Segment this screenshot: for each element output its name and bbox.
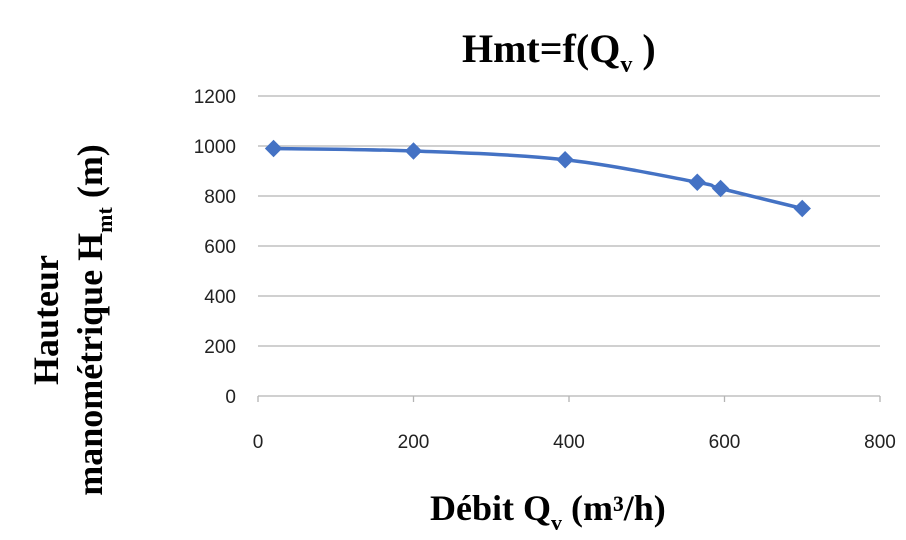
x-tick-label-400: 400 <box>553 432 585 453</box>
data-point-0-3 <box>688 173 706 191</box>
x-axis-title-end: (m³/h) <box>562 488 666 528</box>
data-point-0-0 <box>264 139 283 158</box>
svg-text:manométrique Hmt (m): manométrique Hmt (m) <box>70 144 117 496</box>
data-point-0-4 <box>711 179 730 198</box>
x-axis-title: Débit Qv (m³/h) <box>430 488 666 535</box>
x-tick-labels: 0 200 400 600 800 <box>253 432 896 453</box>
chart-title: Hmt=f(Qv ) <box>462 26 656 78</box>
y-tick-label-200: 200 <box>204 337 236 358</box>
y-tick-labels: 0 200 400 600 800 1000 1200 <box>194 87 236 408</box>
data-point-0-5 <box>793 199 811 218</box>
x-tick-label-800: 800 <box>864 432 896 453</box>
chart-title-subscript: v <box>620 52 632 78</box>
y-axis-title: Hauteur manométrique Hmt (m) <box>26 144 117 496</box>
data-point-0-2 <box>556 151 574 169</box>
svg-text:Débit Qv (m³/h): Débit Qv (m³/h) <box>430 488 666 535</box>
y-tick-label-600: 600 <box>204 237 236 258</box>
y-axis-title-line2-end: (m) <box>70 144 110 207</box>
y-axis-title-line2-main: manométrique H <box>70 233 110 496</box>
y-tick-label-1000: 1000 <box>194 137 236 158</box>
grid <box>257 95 881 402</box>
y-tick-label-400: 400 <box>204 287 236 308</box>
svg-text:Hmt=f(Qv ): Hmt=f(Qv ) <box>462 26 656 78</box>
series-line-0 <box>273 146 803 211</box>
x-tick-label-0: 0 <box>253 432 264 453</box>
series-layer <box>264 139 811 218</box>
x-tick-label-200: 200 <box>398 432 430 453</box>
x-axis-title-subscript: v <box>551 510 562 535</box>
y-axis-title-line2-subscript: mt <box>92 207 117 233</box>
chart-title-main: Hmt=f(Q <box>462 26 620 71</box>
chart-title-end: ) <box>632 26 655 71</box>
x-axis-title-main: Débit Q <box>430 488 551 528</box>
y-tick-label-1200: 1200 <box>194 87 236 108</box>
y-axis-title-line1: Hauteur <box>26 255 66 385</box>
x-tick-label-600: 600 <box>709 432 741 453</box>
data-point-0-1 <box>404 142 423 160</box>
y-tick-label-800: 800 <box>204 187 236 208</box>
y-tick-label-0: 0 <box>225 387 236 408</box>
